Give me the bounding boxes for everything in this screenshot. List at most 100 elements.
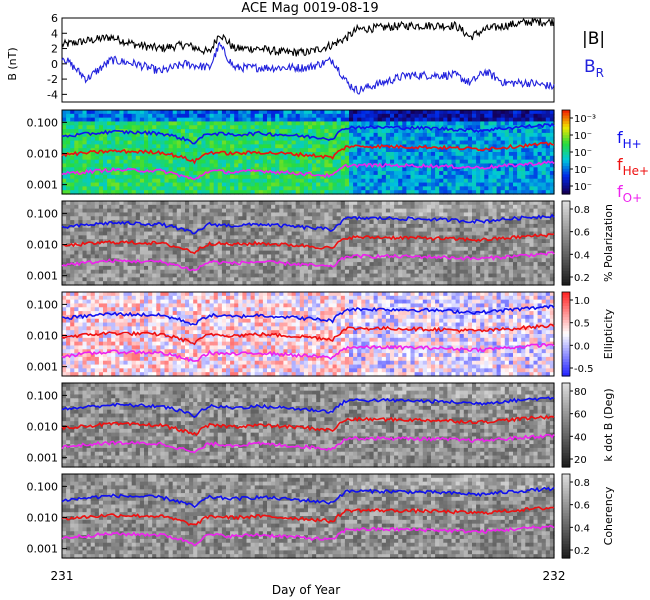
spectrogram-cell (422, 186, 428, 191)
spectrogram-cell (213, 246, 219, 252)
spectrogram-cell (390, 269, 395, 275)
spectrogram-cell (176, 186, 182, 191)
spectrogram-cell (180, 208, 186, 214)
colorbar-cell (562, 143, 570, 147)
spectrogram-cell (201, 190, 207, 195)
spectrogram-cell (398, 281, 403, 286)
spectrogram-cell (66, 231, 71, 236)
spectrogram-cell (418, 231, 424, 236)
spectrogram-cell (148, 152, 153, 157)
spectrogram-cell (201, 220, 207, 225)
spectrogram-cell (308, 148, 313, 153)
spectrogram-cell (467, 212, 473, 217)
spectrogram-cell (209, 182, 215, 187)
spectrogram-cell (463, 281, 469, 286)
spectrogram-cell (525, 159, 530, 165)
spectrogram-cell (205, 125, 211, 130)
spectrogram-cell (443, 152, 448, 157)
spectrogram-cell (426, 155, 432, 161)
spectrogram-cell (98, 212, 104, 217)
spectrogram-cell (451, 208, 457, 214)
spectrogram-cell (316, 171, 321, 176)
spectrogram-cell (537, 148, 543, 153)
spectrogram-cell (217, 235, 223, 240)
spectrogram-cell (324, 220, 330, 225)
spectrogram-cell (422, 262, 428, 267)
spectrogram-cell (275, 136, 280, 142)
spectrogram-cell (148, 220, 153, 225)
spectrogram-cell (242, 231, 248, 236)
spectrogram-cell (361, 250, 366, 256)
spectrogram-cell (238, 220, 243, 225)
spectrogram-cell (332, 148, 338, 153)
spectrogram-cell (90, 113, 96, 119)
spectrogram-cell (250, 144, 256, 149)
spectrogram-cell (180, 258, 186, 263)
spectrogram-cell (390, 136, 395, 142)
spectrogram-cell (189, 167, 194, 172)
spectrogram-cell (152, 125, 157, 130)
spectrogram-cell (451, 265, 457, 271)
spectrogram-cell (521, 174, 526, 180)
spectrogram-cell (242, 140, 248, 145)
spectrogram-cell (172, 140, 178, 145)
spectrogram-cell (320, 144, 325, 149)
spectrogram-cell (168, 254, 174, 259)
spectrogram-cell (115, 239, 120, 244)
spectrogram-cell (283, 121, 289, 126)
spectrogram-cell (398, 140, 403, 145)
spectrogram-cell (139, 113, 145, 119)
spectrogram-cell (111, 117, 116, 123)
spectrogram-cell (127, 144, 133, 149)
spectrogram-cell (451, 246, 457, 252)
spectrogram-cell (308, 223, 313, 229)
spectrogram-cell (98, 223, 104, 229)
spectrogram-cell (472, 190, 477, 195)
spectrogram-cell (123, 273, 129, 278)
spectrogram-cell (86, 208, 92, 214)
spectrogram-cell (144, 136, 149, 142)
spectrogram-cell (418, 163, 424, 168)
spectrogram-cell (381, 208, 387, 214)
spectrogram-cell (541, 167, 547, 172)
spectrogram-cell (328, 110, 334, 115)
spectrogram-cell (160, 258, 166, 263)
spectrogram-cell (271, 208, 276, 214)
spectrogram-cell (353, 281, 358, 286)
spectrogram-cell (201, 136, 207, 142)
spectrogram-cell (517, 182, 522, 187)
spectrogram-cell (365, 178, 371, 184)
spectrogram-cell (492, 121, 498, 126)
spectrogram-cell (107, 155, 112, 161)
spectrogram-cell (74, 208, 79, 214)
spectrogram-cell (164, 235, 170, 240)
spectrogram-cell (119, 277, 125, 282)
spectrogram-cell (340, 250, 346, 256)
spectrogram-cell (476, 174, 481, 180)
spectrogram-cell (180, 140, 186, 145)
spectrogram-cell (361, 254, 366, 259)
spectrogram-cell (201, 167, 207, 172)
spectrogram-cell (127, 163, 133, 168)
spectrogram-cell (172, 186, 178, 191)
spectrogram-cell (344, 208, 350, 214)
spectrogram-cell (209, 110, 215, 115)
spectrogram-cell (463, 212, 469, 217)
spectrogram-cell (320, 140, 325, 145)
spectrogram-cell (377, 132, 383, 138)
spectrogram-cell (496, 159, 502, 165)
spectrogram-cell (78, 201, 84, 206)
spectrogram-cell (62, 113, 67, 119)
spectrogram-cell (115, 235, 120, 240)
spectrogram-cell (324, 212, 330, 217)
spectrogram-cell (398, 246, 403, 252)
spectrogram-cell (209, 223, 215, 229)
spectrogram-cell (422, 171, 428, 176)
spectrogram-cell (250, 163, 256, 168)
spectrogram-cell (127, 110, 133, 115)
spectrogram-cell (123, 265, 129, 271)
spectrogram-cell (217, 152, 223, 157)
spectrogram-cell (472, 227, 477, 233)
spectrogram-cell (381, 121, 387, 126)
spectrogram-cell (267, 155, 272, 161)
